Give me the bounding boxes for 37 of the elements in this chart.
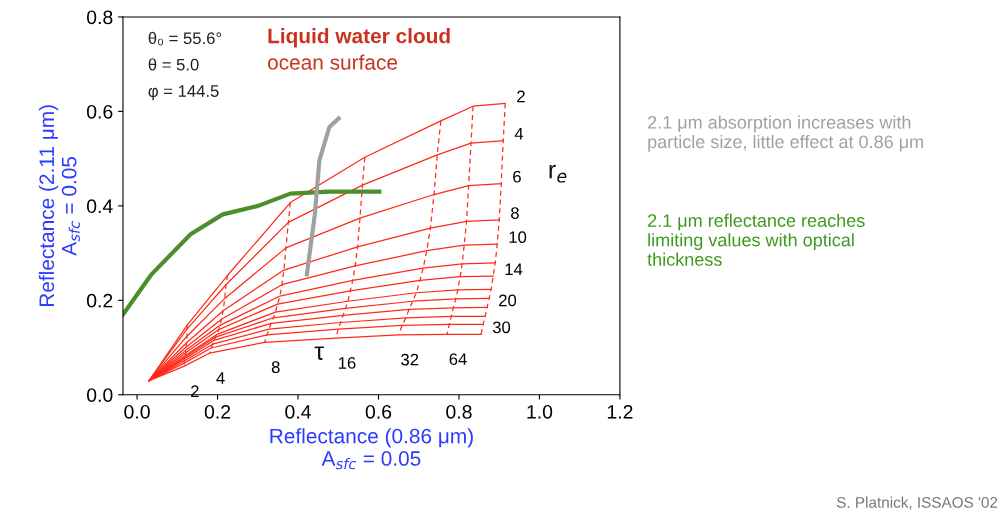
series-label: 30 <box>492 321 511 334</box>
annotation: τ <box>314 346 324 360</box>
text: 2.1 μm reflectance reaches limiting values with optical thickness <box>647 213 865 266</box>
y-tick-label: 0.6 <box>86 104 113 119</box>
annotation: Liquid water cloud <box>268 28 450 48</box>
x-tick-label: 0.2 <box>204 404 231 419</box>
series-label: 4 <box>514 127 524 140</box>
series-label: 4 <box>216 372 225 384</box>
annotation: θ₀ = 55.6° <box>148 31 222 46</box>
x-tick-label: 1.0 <box>527 404 553 419</box>
x-tick-label: 0.0 <box>124 404 150 419</box>
annotation: φ = 144.5 <box>148 85 219 101</box>
series-label: 8 <box>271 361 280 374</box>
series-label: 6 <box>513 170 521 183</box>
y-tick-label: 0.0 <box>86 388 113 402</box>
series-label: 64 <box>449 353 467 366</box>
x-tick-label: 0.4 <box>285 404 311 419</box>
y-tick-label: 0.8 <box>86 10 113 25</box>
x-tick-label: 0.6 <box>365 404 392 419</box>
series-label: 10 <box>509 231 527 244</box>
y-tick-label: 0.2 <box>86 293 113 308</box>
x-axis-title: Reflectance (0.86 μm) A$_{sfc}$ = 0.05 <box>270 428 473 470</box>
text: 2.1 μm absorption increases with particle size, little effect at 0.86 μm <box>648 115 923 152</box>
annotation: r$_{e}$ <box>549 164 567 183</box>
series-label: 16 <box>338 357 356 369</box>
series-label: 2 <box>517 90 525 103</box>
series-label: 32 <box>401 353 419 366</box>
text: S. Platnick, ISSAOS '02 <box>836 496 998 510</box>
y-tick-label: 0.4 <box>86 199 113 214</box>
series-label: 14 <box>505 263 523 275</box>
y-axis-title: Reflectance (2.11 μm) A$_{sfc}$ = 0.05 <box>38 105 80 307</box>
annotation: θ = 5.0 <box>148 58 199 71</box>
annotation: ocean surface <box>267 54 398 70</box>
x-tick-label: 0.8 <box>446 404 472 419</box>
series-label: 8 <box>511 207 519 219</box>
x-tick-label: 1.2 <box>607 404 633 419</box>
series-label: 20 <box>499 294 517 307</box>
